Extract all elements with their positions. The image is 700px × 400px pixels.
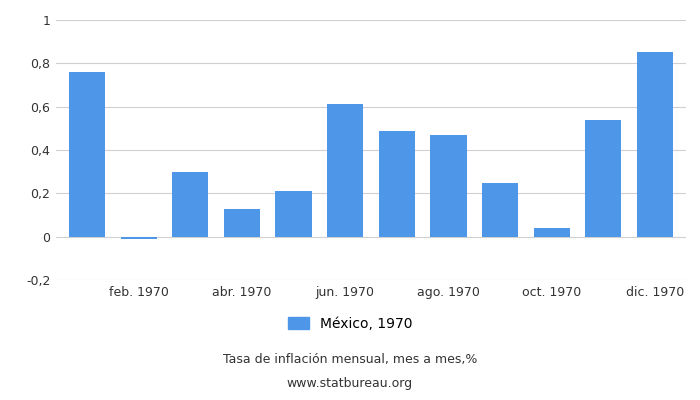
Text: www.statbureau.org: www.statbureau.org [287,378,413,390]
Bar [120,237,157,239]
Bar [379,130,415,237]
Bar [224,208,260,237]
Bar [533,228,570,237]
Bar [430,135,466,237]
Bar [482,182,518,237]
Bar [276,191,312,237]
Bar [172,172,209,237]
Bar [585,120,622,237]
Bar [637,52,673,237]
Legend: México, 1970: México, 1970 [282,311,418,336]
Bar [327,104,363,237]
Text: Tasa de inflación mensual, mes a mes,%: Tasa de inflación mensual, mes a mes,% [223,354,477,366]
Bar [69,72,105,237]
